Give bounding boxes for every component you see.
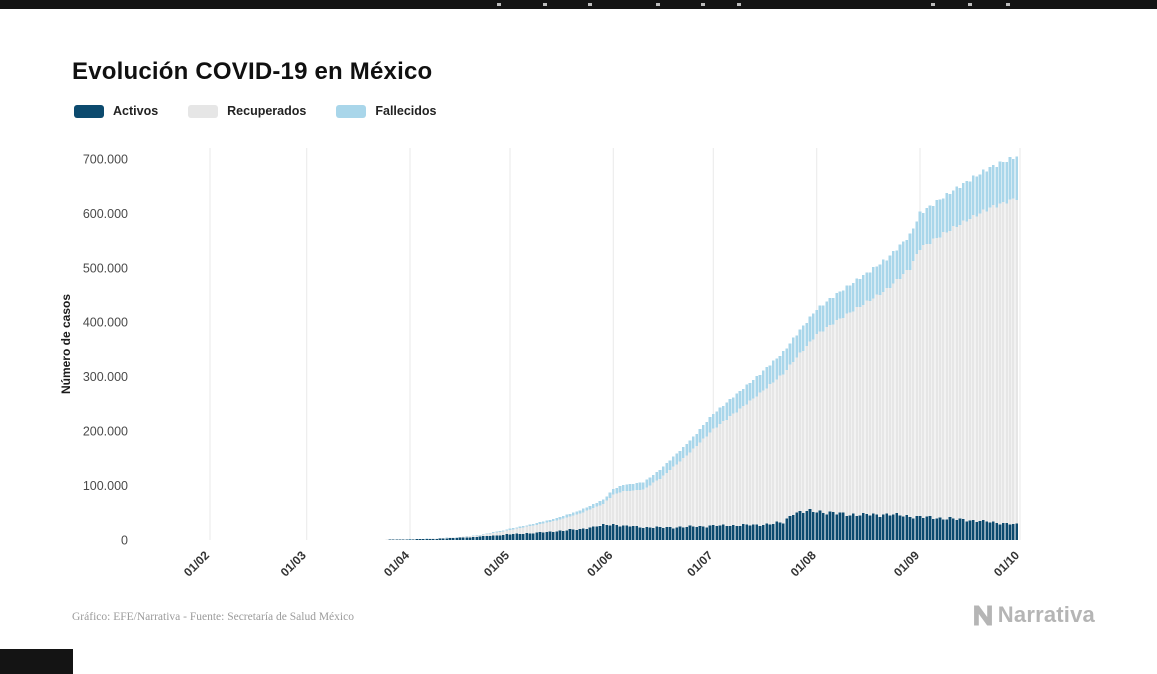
top-bar-mark: [656, 3, 660, 6]
y-tick-label: 100.000: [83, 479, 128, 493]
y-tick-label: 700.000: [83, 152, 128, 166]
top-bar-mark: [737, 3, 741, 6]
top-bar-mark: [1006, 3, 1010, 6]
gridlines: [209, 148, 1021, 540]
x-tick-label: 01/07: [684, 548, 715, 579]
legend-item-recuperados[interactable]: Recuperados: [188, 104, 306, 118]
legend-swatch-activos: [74, 104, 104, 118]
x-tick-label: 01/05: [481, 548, 512, 579]
top-bar-mark: [968, 3, 972, 6]
x-tick-label: 01/09: [891, 548, 922, 579]
y-tick-label: 200.000: [83, 425, 128, 439]
y-tick-label: 300.000: [83, 370, 128, 384]
stacked-series: [308, 156, 1019, 540]
x-tick-label: 01/10: [991, 548, 1022, 579]
top-bar-mark: [497, 3, 501, 6]
legend-swatch-recuperados: [188, 104, 219, 118]
x-tick-label: 01/03: [278, 548, 309, 579]
top-bar-mark: [931, 3, 935, 6]
y-axis-title: Número de casos: [59, 294, 73, 394]
legend-label-recuperados: Recuperados: [227, 104, 307, 118]
legend-item-fallecidos[interactable]: Fallecidos: [336, 104, 437, 118]
y-tick-label: 500.000: [83, 261, 128, 275]
y-tick-label: 0: [121, 534, 128, 548]
x-tick-label: 01/04: [381, 548, 412, 579]
top-bar-mark: [701, 3, 705, 6]
brand-name: Narrativa: [997, 602, 1095, 627]
top-bar: [0, 0, 1157, 9]
narrativa-n-icon: [973, 605, 992, 625]
chart-credit: Gráfico: EFE/Narrativa - Fuente: Secreta…: [72, 611, 354, 623]
x-tick-label: 01/06: [584, 548, 615, 579]
x-tick-label: 01/08: [788, 548, 819, 579]
y-tick-label: 600.000: [83, 207, 128, 221]
top-bar-mark: [543, 3, 547, 6]
legend-item-activos[interactable]: Activos: [74, 104, 158, 118]
brand-logo: Narrativa: [973, 602, 1095, 628]
top-bar-mark: [588, 3, 592, 6]
chart-legend: Activos Recuperados Fallecidos: [74, 104, 437, 118]
bottom-left-block: [0, 649, 73, 674]
page-title: Evolución COVID-19 en México: [72, 58, 433, 86]
legend-swatch-fallecidos: [336, 104, 367, 118]
y-tick-label: 400.000: [83, 316, 128, 330]
legend-label-fallecidos: Fallecidos: [375, 104, 437, 118]
x-tick-label: 01/02: [181, 548, 212, 579]
legend-label-activos: Activos: [113, 104, 159, 118]
